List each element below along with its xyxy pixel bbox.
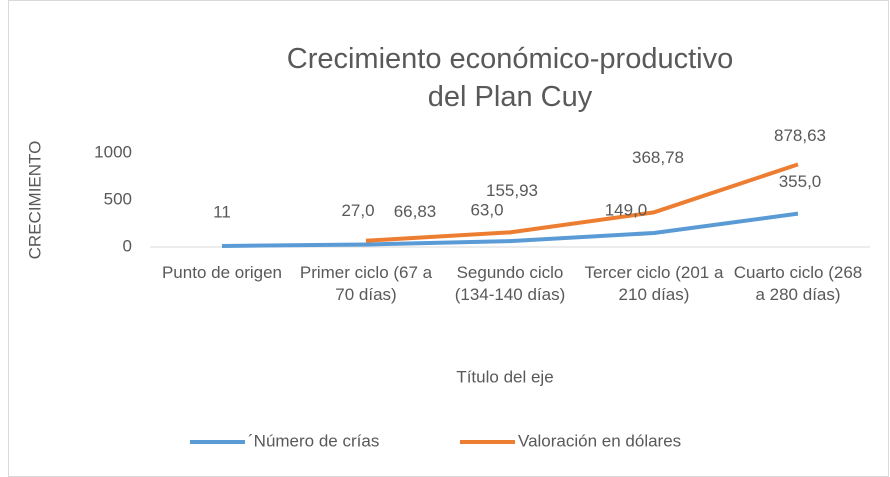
series-line <box>221 211 799 248</box>
y-tick-label: 1000 <box>94 142 132 161</box>
legend-label: Valoración en dólares <box>518 431 681 450</box>
series-line <box>365 162 799 243</box>
x-tick-label: Tercer ciclo (201 a 210 días) <box>584 263 724 304</box>
x-axis-title: Título del eje <box>456 367 553 386</box>
legend-label: ´Número de crías <box>248 431 379 450</box>
data-label: 368,78 <box>632 148 684 167</box>
data-label: 155,93 <box>486 181 538 200</box>
data-label: 878,63 <box>774 126 826 145</box>
data-label: 355,0 <box>779 172 822 191</box>
y-tick-label: 500 <box>104 189 132 208</box>
data-label: 149,0 <box>605 200 648 219</box>
x-tick-label: Cuarto ciclo (268 a 280 días) <box>733 263 863 304</box>
x-tick-label: Primer ciclo (67 a 70 días) <box>299 263 433 304</box>
x-tick-label: Segundo ciclo (134-140 días) <box>454 263 566 304</box>
data-label: 27,0 <box>341 201 374 220</box>
y-axis-title: CRECIMIENTO <box>25 141 44 260</box>
x-tick-label: Punto de origen <box>161 263 283 282</box>
data-label: 66,83 <box>394 202 437 221</box>
chart-title: Crecimiento económico-productivo del Pla… <box>286 43 734 113</box>
data-label: 63,0 <box>470 201 503 220</box>
y-tick-label: 0 <box>123 236 132 255</box>
data-label: 11 <box>213 202 231 221</box>
